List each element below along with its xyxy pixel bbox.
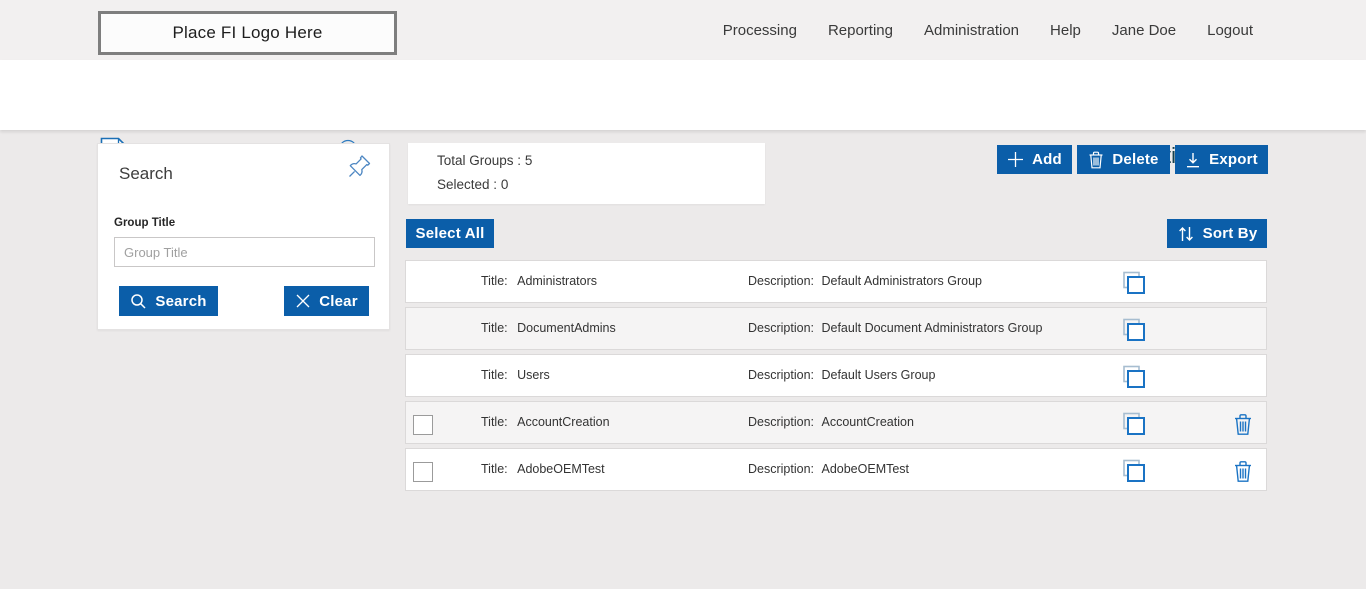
nav-user-name[interactable]: Jane Doe: [1111, 21, 1177, 39]
page-header: Group Maintenance i Kinective Sign: [0, 60, 1366, 168]
row-title-label: Title:: [481, 321, 508, 335]
clear-button-label: Clear: [319, 292, 358, 310]
row-description-value: Default Users Group: [821, 368, 936, 382]
row-title-label: Title:: [481, 462, 508, 476]
total-groups-value: 5: [524, 153, 533, 168]
copy-icon[interactable]: [1120, 317, 1146, 344]
nav-administration[interactable]: Administration: [923, 21, 1020, 39]
add-button[interactable]: Add: [997, 145, 1072, 174]
selected-value: 0: [500, 177, 509, 192]
fi-logo-text: Place FI Logo Here: [172, 23, 323, 42]
row-checkbox[interactable]: [413, 462, 433, 482]
sort-by-button[interactable]: Sort By: [1167, 219, 1267, 248]
row-description-label: Description:: [748, 462, 814, 476]
search-icon: [131, 293, 146, 309]
row-title-value: DocumentAdmins: [517, 321, 616, 335]
selected-line: Selected : 0: [437, 177, 508, 192]
fi-logo-placeholder: Place FI Logo Here: [98, 11, 397, 55]
row-description-label: Description:: [748, 368, 814, 382]
sort-icon: [1178, 226, 1193, 241]
row-description-value: Default Document Administrators Group: [821, 321, 1043, 335]
trash-icon[interactable]: [1233, 413, 1253, 436]
row-description-label: Description:: [748, 274, 814, 288]
row-title: Title: Administrators: [481, 274, 597, 288]
row-title-label: Title:: [481, 274, 508, 288]
row-description-value: AccountCreation: [821, 415, 914, 429]
nav-processing[interactable]: Processing: [722, 21, 797, 39]
copy-icon[interactable]: [1120, 411, 1146, 438]
download-icon: [1187, 152, 1200, 167]
row-description-value: AdobeOEMTest: [821, 462, 910, 476]
export-button-label: Export: [1209, 151, 1258, 168]
row-checkbox[interactable]: [413, 415, 433, 435]
delete-button-label: Delete: [1112, 151, 1159, 168]
total-groups-line: Total Groups : 5: [437, 153, 532, 168]
row-description-label: Description:: [748, 321, 814, 335]
row-title: Title: AccountCreation: [481, 415, 610, 429]
main-nav: Processing Reporting Administration Help…: [723, 0, 1253, 60]
total-groups-label: Total Groups :: [437, 153, 522, 168]
row-title-label: Title:: [481, 368, 508, 382]
select-all-label: Select All: [415, 225, 485, 242]
summary-box: Total Groups : 5 Selected : 0: [408, 143, 765, 204]
nav-logout[interactable]: Logout: [1207, 21, 1253, 39]
nav-reporting[interactable]: Reporting: [827, 21, 893, 39]
close-icon: [296, 294, 310, 308]
row-title-value: AccountCreation: [517, 415, 610, 429]
pin-icon[interactable]: [346, 153, 373, 180]
clear-button[interactable]: Clear: [284, 286, 369, 316]
group-list: Title: Administrators Description: Defau…: [405, 260, 1267, 495]
plus-icon: [1008, 152, 1024, 167]
group-row: Title: AccountCreation Description: Acco…: [405, 401, 1267, 444]
row-description-label: Description:: [748, 415, 814, 429]
delete-button[interactable]: Delete: [1077, 145, 1170, 174]
sort-by-label: Sort By: [1202, 225, 1258, 242]
row-title-value: Administrators: [517, 274, 597, 288]
search-panel-title: Search: [119, 164, 173, 183]
row-description: Description: AdobeOEMTest: [748, 462, 909, 476]
select-all-button[interactable]: Select All: [406, 219, 494, 248]
copy-icon[interactable]: [1120, 270, 1146, 297]
add-button-label: Add: [1032, 151, 1062, 168]
row-description-value: Default Administrators Group: [821, 274, 982, 288]
group-title-label: Group Title: [114, 217, 176, 229]
search-panel: Search Group Title Search Clear: [97, 143, 390, 330]
search-button[interactable]: Search: [119, 286, 218, 316]
top-bar: Place FI Logo Here Processing Reporting …: [0, 0, 1366, 60]
copy-icon[interactable]: [1120, 458, 1146, 485]
group-row: Title: Users Description: Default Users …: [405, 354, 1267, 397]
row-description: Description: AccountCreation: [748, 415, 914, 429]
row-description: Description: Default Document Administra…: [748, 321, 1042, 335]
trash-icon[interactable]: [1233, 460, 1253, 483]
row-title-value: Users: [517, 368, 550, 382]
export-button[interactable]: Export: [1175, 145, 1268, 174]
row-title: Title: AdobeOEMTest: [481, 462, 605, 476]
selected-label: Selected :: [437, 177, 498, 192]
group-title-input[interactable]: [114, 237, 375, 267]
group-row: Title: AdobeOEMTest Description: AdobeOE…: [405, 448, 1267, 491]
group-row: Title: DocumentAdmins Description: Defau…: [405, 307, 1267, 350]
nav-help[interactable]: Help: [1050, 21, 1081, 39]
copy-icon[interactable]: [1120, 364, 1146, 391]
trash-icon: [1089, 151, 1103, 168]
row-description: Description: Default Administrators Grou…: [748, 274, 982, 288]
row-title: Title: Users: [481, 368, 550, 382]
search-button-label: Search: [155, 292, 207, 310]
row-description: Description: Default Users Group: [748, 368, 935, 382]
row-title-value: AdobeOEMTest: [517, 462, 605, 476]
row-title: Title: DocumentAdmins: [481, 321, 616, 335]
row-title-label: Title:: [481, 415, 508, 429]
group-row: Title: Administrators Description: Defau…: [405, 260, 1267, 303]
